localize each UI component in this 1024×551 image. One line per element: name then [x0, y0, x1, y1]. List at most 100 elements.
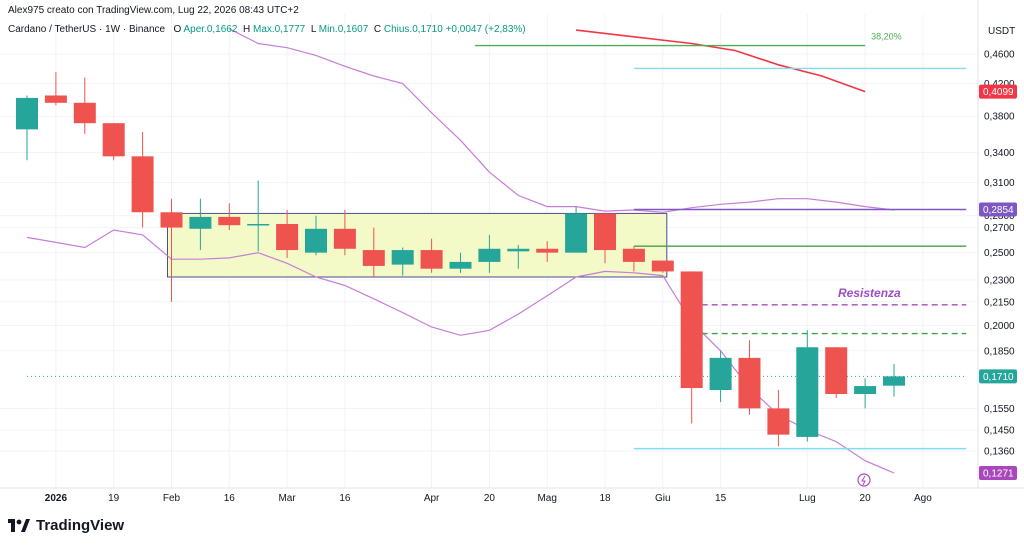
- price-tick-label: 0,2700: [984, 223, 1015, 234]
- ema-line: [576, 29, 866, 93]
- range-box: [167, 212, 668, 278]
- time-tick-label: Feb: [163, 493, 181, 504]
- chart-credit: Alex975 creato con TradingView.com, Lug …: [8, 5, 299, 16]
- price-badge-text: 0,4099: [983, 87, 1014, 98]
- candle-body: [44, 95, 67, 103]
- ohlc-high: Max.0,1777: [252, 24, 306, 35]
- ohlc-close-label: C: [373, 24, 382, 35]
- time-tick-label: Ago: [914, 493, 932, 504]
- annotations: 38,20% Resistenza: [838, 32, 902, 487]
- time-tick-label: 2026: [45, 493, 68, 504]
- symbol-name: Cardano / TetherUS · 1W · Binance: [8, 24, 166, 35]
- resistance-label: Resistenza: [838, 286, 901, 300]
- candle-body: [478, 248, 501, 262]
- consolidation-range: [167, 212, 668, 278]
- price-tick-label: 0,1850: [984, 346, 1015, 357]
- price-badge-text: 0,1271: [983, 469, 1014, 480]
- time-tick-label: 20: [860, 493, 872, 504]
- price-tick-label: 0,4600: [984, 50, 1015, 61]
- time-tick-label: Apr: [424, 493, 440, 504]
- candlesticks: [16, 72, 905, 447]
- candle-body: [651, 260, 674, 272]
- lightning-icon: [861, 475, 866, 486]
- candle-body: [536, 248, 559, 253]
- price-tick-label: 0,1450: [984, 426, 1015, 437]
- candle-body: [333, 228, 356, 249]
- candle-body: [883, 376, 905, 386]
- candle-body: [189, 216, 212, 229]
- candle-body: [565, 213, 588, 253]
- price-badge-text: 0,1710: [983, 372, 1014, 383]
- price-tick-label: 0,3100: [984, 178, 1015, 189]
- ohlc-open-label: O: [173, 24, 182, 35]
- price-axis: USDT0,46000,42000,38000,34000,31000,2800…: [977, 0, 1015, 488]
- candle-body: [594, 213, 616, 251]
- candle-body: [709, 357, 732, 391]
- quote-currency-label: USDT: [988, 26, 1015, 37]
- candle-body: [305, 228, 327, 253]
- ohlc-low-label: L: [310, 24, 317, 35]
- candle-body: [420, 250, 443, 269]
- ohlc-change: +0,0047 (+2,83%): [445, 24, 526, 35]
- candle-body: [247, 223, 270, 226]
- price-tick-label: 0,3800: [984, 112, 1015, 123]
- candle-body: [131, 156, 154, 213]
- price-badge: [979, 466, 1017, 481]
- candle-body: [738, 357, 761, 409]
- candle-body: [102, 123, 125, 157]
- time-tick-label: Giu: [655, 493, 671, 504]
- time-tick-label: 16: [339, 493, 351, 504]
- ohlc-close: Chius.0,1710: [383, 24, 443, 35]
- time-tick-label: Lug: [799, 493, 816, 504]
- tradingview-logo-icon: [8, 518, 30, 532]
- candle-body: [16, 97, 38, 130]
- event-marker-icon: [857, 473, 871, 487]
- price-tick-label: 0,1550: [984, 404, 1015, 415]
- price-tick-label: 0,2150: [984, 297, 1015, 308]
- time-tick-label: 19: [108, 493, 120, 504]
- bollinger-upper-line: [229, 28, 895, 213]
- moving-average: [576, 29, 866, 93]
- candle-body: [825, 347, 848, 395]
- ohlc-high-label: H: [242, 24, 251, 35]
- price-tick-label: 0,2000: [984, 321, 1015, 332]
- candle-body: [362, 250, 385, 266]
- ohlc-low: Min.0,1607: [318, 24, 369, 35]
- time-tick-label: 18: [599, 493, 611, 504]
- candle-body: [391, 250, 414, 265]
- candle-body: [796, 347, 819, 437]
- time-tick-label: 16: [224, 493, 236, 504]
- price-tick-label: 0,2300: [984, 275, 1015, 286]
- price-badges: 0,4099 0,2854 0,1710 0,1271: [979, 84, 1017, 481]
- price-badge-text: 0,2854: [983, 205, 1014, 216]
- price-badge: [979, 202, 1017, 217]
- symbol-legend: Cardano / TetherUS · 1W · Binance O Aper…: [8, 24, 526, 35]
- tradingview-wordmark: TradingView: [36, 517, 125, 534]
- tradingview-brand[interactable]: TradingView: [8, 517, 124, 534]
- candle-body: [73, 102, 96, 124]
- candle-body: [854, 386, 877, 395]
- candle-body: [449, 261, 472, 269]
- horizontal-levels: [27, 44, 967, 450]
- candle-body: [622, 248, 645, 262]
- price-badge: [979, 84, 1017, 99]
- candle-body: [507, 248, 530, 252]
- time-axis: 2026 19 Feb 16 Mar 16 Apr 20 Mag 18 Giu 15 Lug 20 Ago: [0, 487, 1024, 504]
- ohlc-open: Aper.0,1662: [183, 24, 238, 35]
- price-badge: [979, 369, 1017, 384]
- candle-body: [276, 223, 299, 251]
- price-tick-label: 0,3400: [984, 148, 1015, 159]
- price-tick-label: 0,2500: [984, 248, 1015, 259]
- fib-level-label: 38,20%: [871, 32, 902, 42]
- candle-body: [680, 271, 703, 389]
- time-tick-label: 20: [484, 493, 496, 504]
- time-tick-label: Mar: [278, 493, 296, 504]
- price-tick-label: 0,2800: [984, 211, 1015, 222]
- time-tick-label: 15: [715, 493, 727, 504]
- price-tick-label: 0,1360: [984, 447, 1015, 458]
- candle-body: [160, 212, 183, 228]
- candle-body: [218, 216, 241, 226]
- candle-body: [767, 408, 790, 435]
